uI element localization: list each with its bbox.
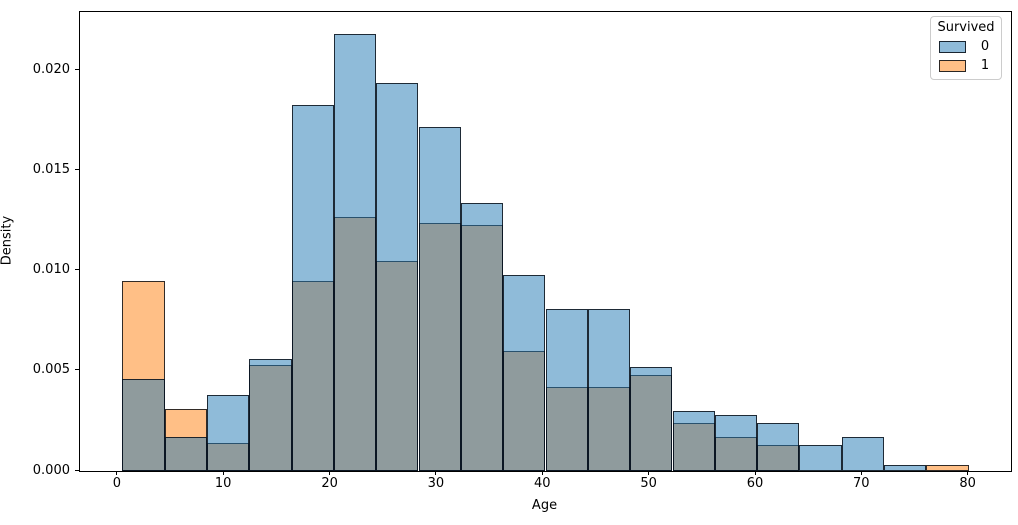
histogram-bar-survived0-bin6 <box>376 82 419 471</box>
bars-layer <box>80 12 1011 471</box>
histogram-bar-survived0-bin4 <box>291 104 334 471</box>
x-tick-mark <box>967 471 969 475</box>
y-tick-label: 0.020 <box>32 62 70 77</box>
x-tick-mark <box>329 471 331 475</box>
histogram-bar-survived0-bin12 <box>630 366 673 471</box>
y-tick-mark <box>75 69 79 70</box>
y-tick-mark <box>75 469 79 471</box>
histogram-bar-survived0-bin16 <box>799 445 842 471</box>
legend-title: Survived <box>937 20 995 35</box>
histogram-bar-survived0-bin15 <box>757 422 800 471</box>
y-tick-label: 0.005 <box>32 362 70 378</box>
x-tick-mark <box>860 471 862 475</box>
histogram-bar-survived1-bin19 <box>926 465 969 471</box>
x-tick-label: 30 <box>427 476 445 491</box>
histogram-bar-survived0-bin2 <box>207 394 250 471</box>
x-tick-label: 20 <box>321 476 338 491</box>
x-tick-label: 80 <box>959 476 976 491</box>
x-tick-mark <box>116 471 118 475</box>
histogram-bar-survived0-bin1 <box>164 437 207 471</box>
x-tick-label: 50 <box>640 476 657 491</box>
x-tick-label: 0 <box>112 476 122 491</box>
histogram-bar-survived0-bin18 <box>884 465 927 471</box>
legend-swatch-0 <box>939 40 966 53</box>
histogram-bar-survived0-bin5 <box>334 34 377 471</box>
x-tick-mark <box>541 471 543 475</box>
histogram-bar-survived0-bin11 <box>587 308 631 471</box>
x-tick-label: 40 <box>534 476 551 491</box>
x-tick-label: 70 <box>853 476 870 491</box>
x-axis-label: Age <box>531 498 558 513</box>
y-tick-mark <box>75 269 79 271</box>
y-tick-label: 0.000 <box>32 462 70 478</box>
histogram-bar-survived0-bin8 <box>460 202 504 471</box>
plot-area <box>79 11 1012 472</box>
y-tick-label: 0.010 <box>32 262 70 278</box>
legend-label: 0 <box>980 39 990 54</box>
histogram-bar-survived0-bin7 <box>418 126 461 471</box>
histogram-bar-survived0-bin13 <box>672 410 715 471</box>
legend-label: 1 <box>980 58 990 73</box>
legend-entry-0: 0 <box>936 37 996 56</box>
x-tick-mark <box>435 471 437 475</box>
y-tick-label: 0.015 <box>32 162 70 178</box>
histogram-bar-survived0-bin9 <box>503 274 546 471</box>
histogram-bar-survived0-bin10 <box>545 308 588 471</box>
series-0-layer <box>80 12 1011 471</box>
x-tick-label: 60 <box>746 476 764 491</box>
x-tick-mark <box>222 471 224 475</box>
x-tick-mark <box>648 471 650 475</box>
legend-swatch-1 <box>939 59 966 72</box>
y-tick-mark <box>75 169 79 171</box>
y-tick-mark <box>75 369 79 371</box>
legend-entry-1: 1 <box>936 56 996 75</box>
histogram-bar-survived0-bin0 <box>122 378 165 471</box>
histogram-bar-survived0-bin3 <box>249 358 292 471</box>
x-tick-mark <box>754 471 756 475</box>
histogram-bar-survived0-bin17 <box>841 437 884 471</box>
x-tick-label: 10 <box>214 476 232 491</box>
histogram-bar-survived0-bin14 <box>714 414 758 471</box>
